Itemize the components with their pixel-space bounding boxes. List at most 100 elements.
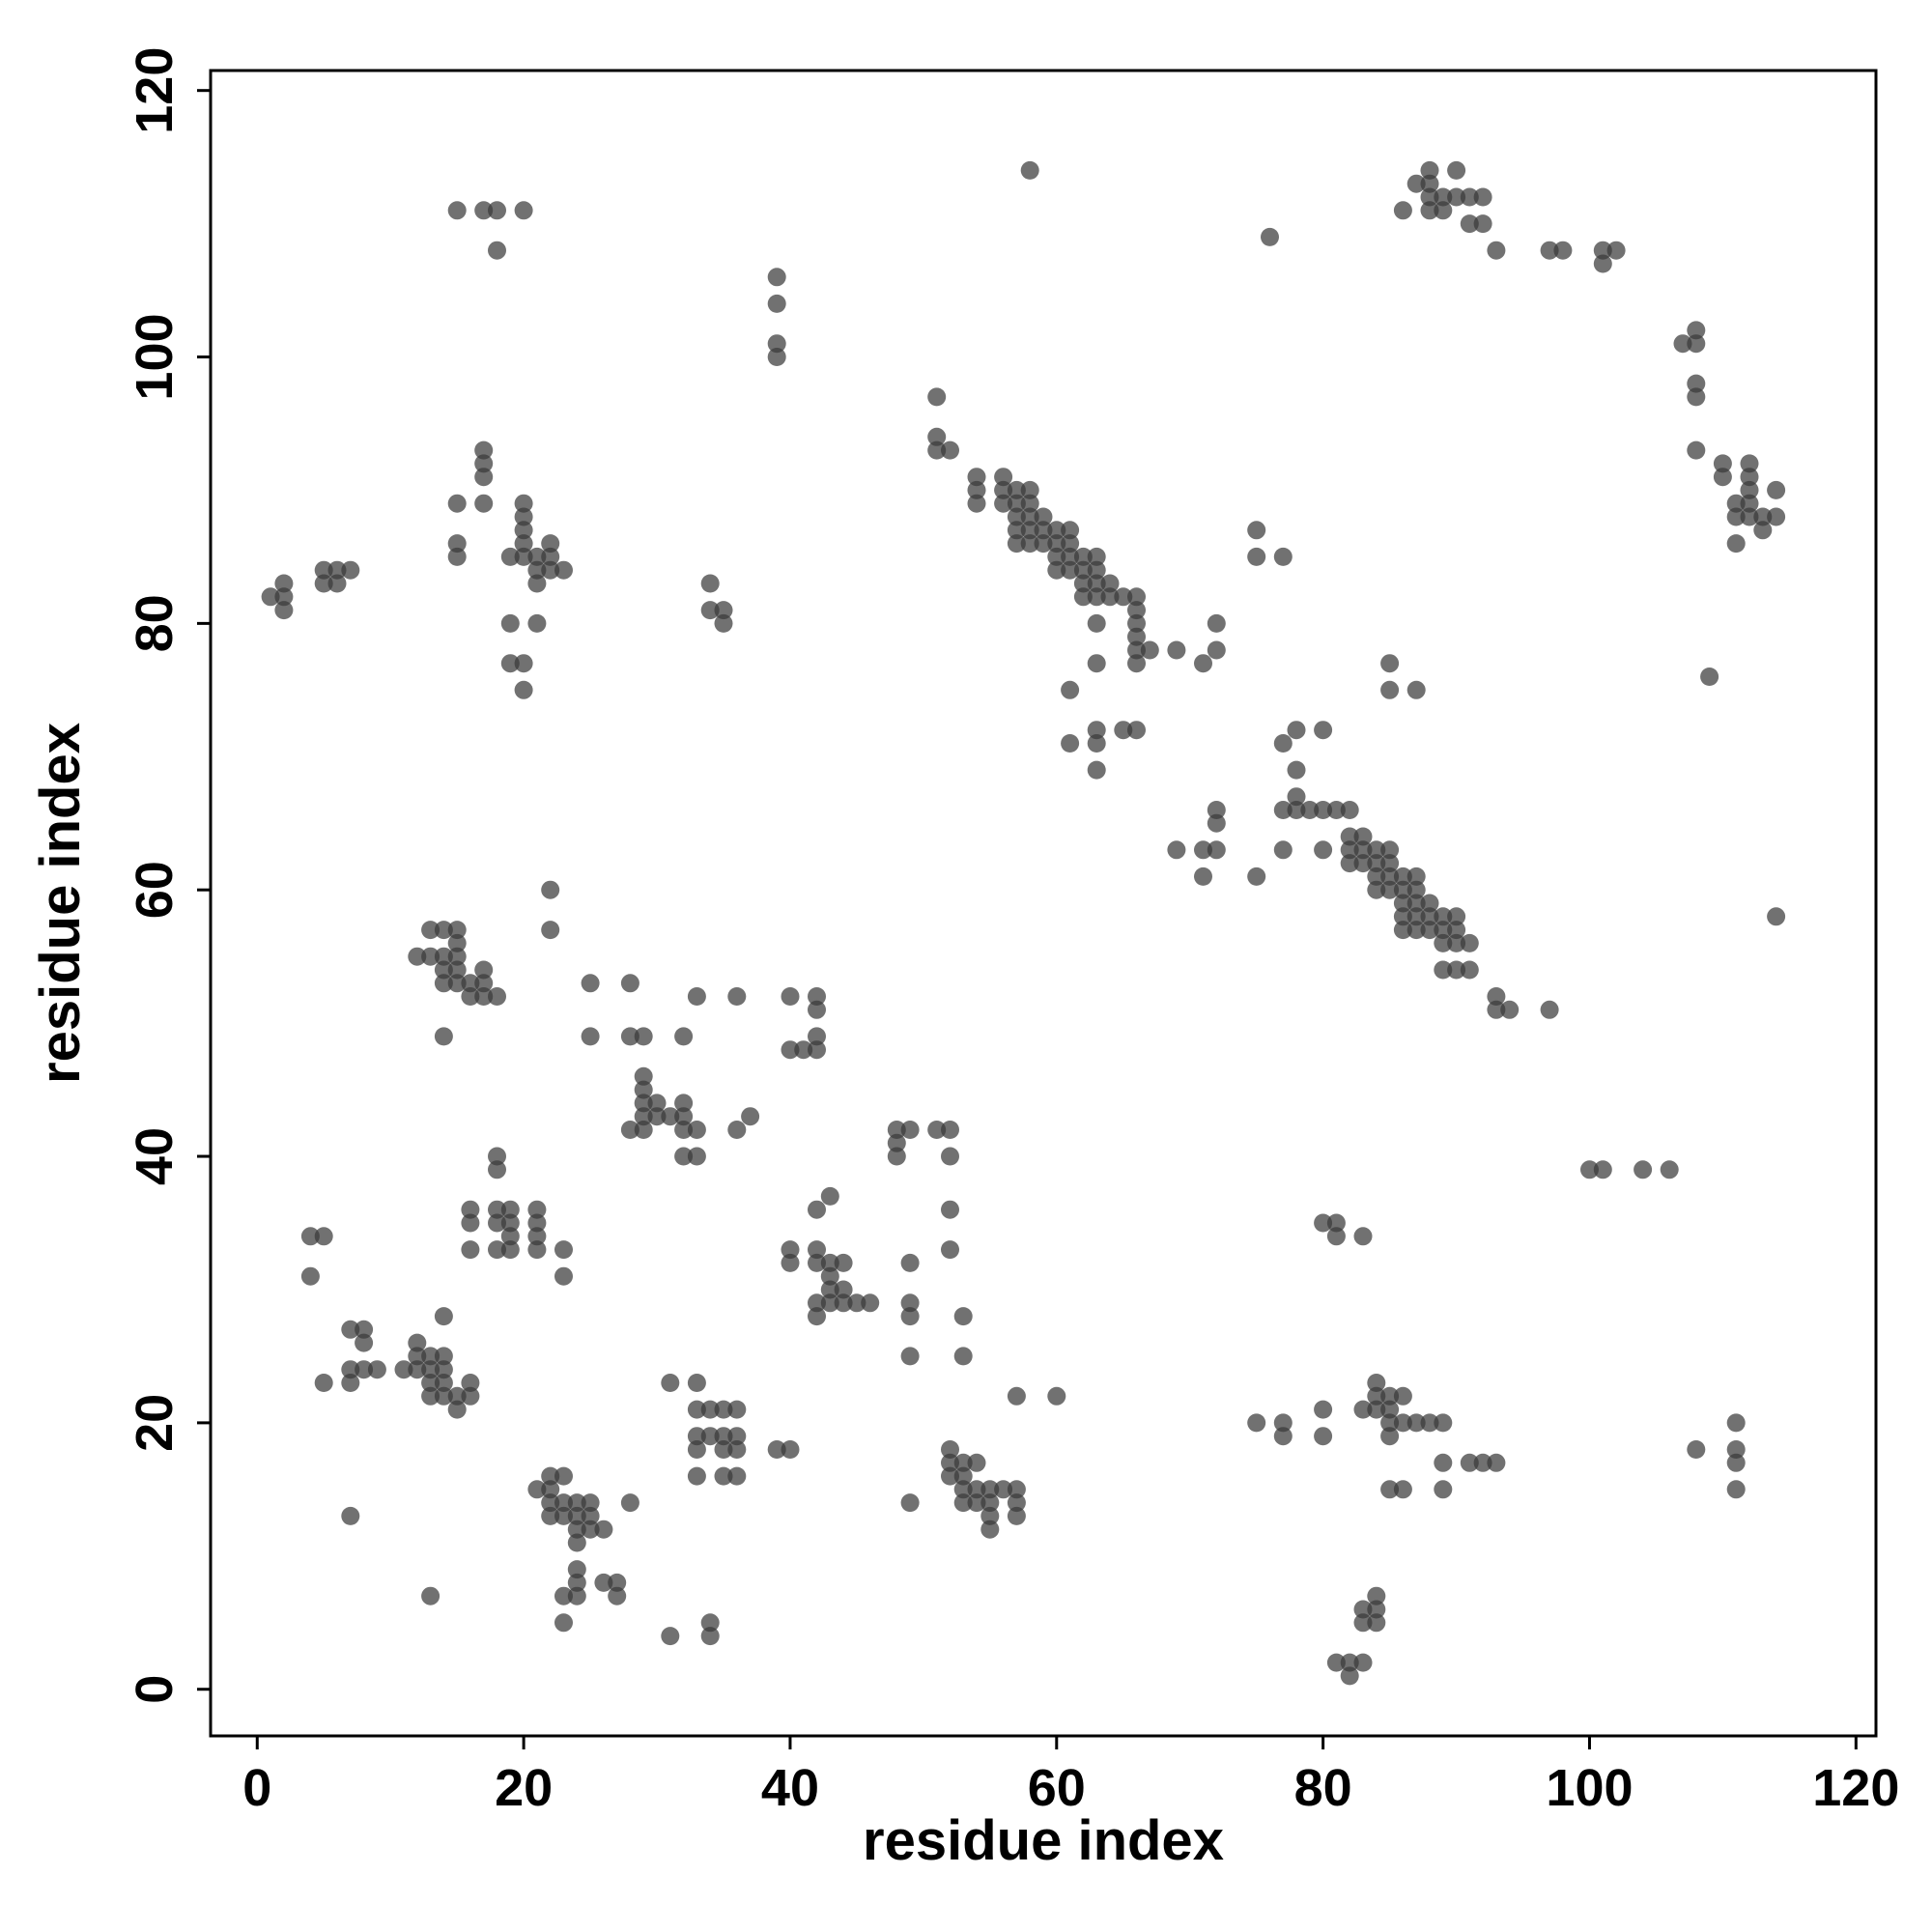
data-point [1353, 1227, 1373, 1246]
data-point [1020, 480, 1039, 499]
data-point [1061, 534, 1080, 554]
data-point [887, 1147, 906, 1166]
data-point [541, 921, 560, 940]
data-point [1487, 241, 1506, 260]
data-point [700, 1400, 720, 1419]
data-point [367, 1360, 386, 1379]
data-point [1487, 1000, 1506, 1019]
data-point [1247, 547, 1266, 566]
data-point [1434, 1480, 1453, 1499]
data-point [1047, 1386, 1066, 1406]
data-point [1007, 480, 1026, 499]
data-point [941, 1240, 959, 1260]
data-point [620, 1027, 639, 1046]
data-point [461, 1240, 480, 1260]
data-point [1420, 174, 1439, 193]
data-point [1340, 801, 1359, 819]
data-point [1753, 507, 1773, 526]
data-point [1087, 721, 1106, 740]
data-point [808, 1040, 826, 1060]
data-point [620, 974, 639, 993]
data-point [421, 1374, 440, 1392]
data-point [447, 921, 467, 940]
data-point [554, 1240, 573, 1260]
data-point [1247, 1413, 1266, 1433]
data-point [581, 1027, 600, 1046]
data-point [1047, 534, 1066, 554]
data-point [1740, 468, 1759, 487]
data-point [1726, 507, 1746, 526]
data-point [1700, 668, 1719, 686]
data-point [500, 1200, 520, 1219]
data-point [1167, 640, 1186, 660]
data-point [674, 1147, 694, 1166]
data-point [514, 654, 533, 673]
data-point [488, 241, 506, 260]
data-point [447, 547, 467, 566]
data-point [714, 1400, 733, 1419]
data-point [1726, 1480, 1746, 1499]
data-point [1380, 867, 1400, 886]
data-point [1034, 521, 1053, 540]
data-point [500, 613, 520, 633]
data-point [355, 1320, 374, 1339]
data-point [1406, 880, 1426, 899]
data-point [1273, 840, 1293, 860]
data-point [1273, 734, 1293, 753]
data-point [941, 440, 959, 460]
data-point [567, 1520, 586, 1539]
data-point [674, 1121, 694, 1139]
data-point [1406, 174, 1426, 193]
data-point [941, 1200, 959, 1219]
data-point [1020, 494, 1039, 513]
data-point [927, 387, 947, 407]
data-point [1100, 574, 1120, 593]
data-point [461, 974, 480, 993]
data-point [674, 1107, 694, 1126]
data-point [634, 1121, 653, 1139]
data-point [514, 547, 533, 566]
data-point [447, 960, 467, 980]
data-point [554, 1586, 573, 1605]
data-point [1380, 1480, 1400, 1499]
data-point [1020, 160, 1039, 180]
data-point [1353, 827, 1373, 846]
y-tick-label: 100 [126, 313, 184, 400]
data-point [474, 201, 494, 220]
data-point [861, 1293, 880, 1313]
data-point [1073, 574, 1093, 593]
data-point [1194, 654, 1212, 673]
data-point [941, 1466, 959, 1486]
data-point [1740, 480, 1759, 499]
data-point [1367, 840, 1386, 860]
data-point [514, 507, 533, 526]
data-point [1380, 680, 1400, 699]
data-point [953, 1453, 973, 1472]
data-point [1380, 880, 1400, 899]
y-axis-label: residue index [29, 723, 92, 1084]
data-point [421, 1586, 440, 1605]
y-axis: 0 20 40 60 80 100 120 [126, 47, 211, 1704]
data-point [967, 494, 986, 513]
data-point [421, 921, 440, 940]
data-point [1326, 1227, 1346, 1246]
data-point [1353, 854, 1373, 873]
data-point [1061, 560, 1080, 580]
data-point [355, 1333, 374, 1352]
data-point [1287, 721, 1306, 740]
data-point [727, 1427, 747, 1446]
data-point [1393, 894, 1412, 913]
data-point [1007, 1506, 1026, 1525]
data-point [1047, 521, 1066, 540]
data-point [1007, 507, 1026, 526]
y-tick-label: 120 [126, 47, 184, 134]
data-point [1367, 1613, 1386, 1633]
data-point [1367, 880, 1386, 899]
data-point [741, 1107, 760, 1126]
data-point [1434, 960, 1453, 980]
data-point [1434, 201, 1453, 220]
data-point [1353, 1600, 1373, 1619]
data-point [567, 1560, 586, 1579]
data-point [620, 1493, 639, 1513]
data-point [488, 1240, 506, 1260]
